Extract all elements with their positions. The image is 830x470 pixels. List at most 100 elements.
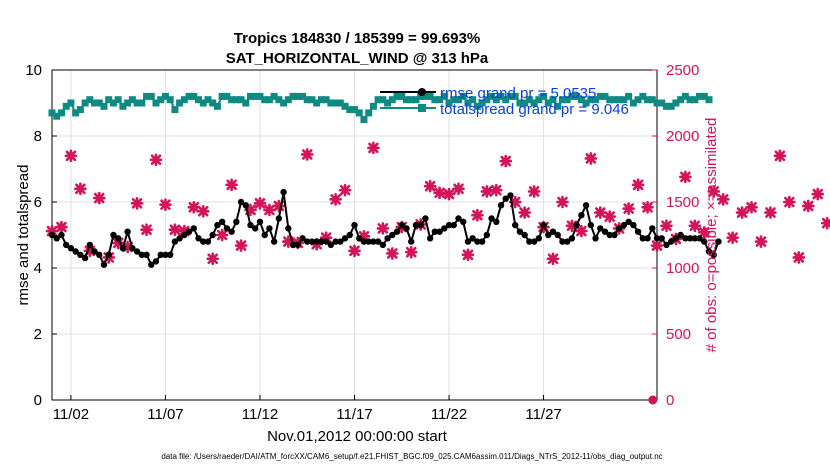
rmse-point <box>195 235 202 242</box>
totalspread-point <box>185 92 193 100</box>
obs-count-point <box>716 193 730 206</box>
totalspread-point <box>530 99 538 107</box>
rmse-point <box>464 238 472 245</box>
totalspread-point <box>76 106 84 114</box>
totalspread-point <box>299 92 307 100</box>
totalspread-point <box>365 109 373 117</box>
rmse-point <box>223 225 231 232</box>
totalspread-point <box>696 92 704 100</box>
totalspread-point <box>275 96 283 104</box>
totalspread-point <box>402 96 410 104</box>
obs-count-point <box>64 149 78 163</box>
obs-count-point <box>499 154 513 168</box>
obs-count-point <box>329 193 342 206</box>
obs-count-point <box>783 195 796 209</box>
obs-count-point <box>820 216 830 230</box>
rmse-point <box>653 235 661 242</box>
obs-count-point <box>121 240 134 254</box>
y-tick-label-left: 10 <box>25 62 42 79</box>
totalspread-point <box>232 96 240 104</box>
totalspread-point <box>596 92 604 100</box>
obs-count-point <box>631 178 645 192</box>
totalspread-point <box>166 96 174 104</box>
rmse-point <box>185 228 193 235</box>
rmse-point <box>119 245 127 252</box>
rmse-point <box>327 241 335 249</box>
rmse-point <box>701 238 708 245</box>
obs-count-point <box>480 185 494 198</box>
totalspread-point <box>478 99 486 107</box>
rmse-point <box>639 235 647 242</box>
obs-count-point <box>253 197 267 210</box>
rmse-point <box>100 261 108 268</box>
totalspread-point <box>521 99 529 107</box>
obs-count-point <box>650 239 664 252</box>
totalspread-point <box>469 96 477 104</box>
y-tick-label-left: 2 <box>34 326 42 343</box>
totalspread-point <box>270 92 278 100</box>
rmse-point <box>436 228 443 235</box>
rmse-point <box>625 218 632 225</box>
obs-count-point <box>215 228 229 242</box>
totalspread-point <box>473 102 481 110</box>
totalspread-point <box>317 96 325 104</box>
totalspread-point <box>398 92 406 100</box>
rmse-point <box>341 235 349 242</box>
obs-count-point <box>196 204 210 218</box>
rmse-point <box>190 225 197 232</box>
rmse-point <box>597 225 604 232</box>
rmse-point <box>393 228 401 235</box>
series-totalspread <box>48 92 713 123</box>
rmse-point <box>356 235 363 242</box>
totalspread-point <box>653 99 661 107</box>
rmse-point <box>138 251 146 258</box>
rmse-point <box>228 228 235 235</box>
totalspread-point <box>119 102 127 110</box>
rmse-point <box>540 221 547 229</box>
totalspread-point <box>445 99 453 107</box>
totalspread-point <box>284 96 292 104</box>
obs-count-point <box>546 252 560 266</box>
totalspread-point <box>417 92 425 100</box>
totalspread-point <box>308 96 316 104</box>
obs-count-point <box>792 251 806 264</box>
rmse-point <box>247 221 254 229</box>
rmse-point <box>573 221 580 229</box>
totalspread-point <box>662 102 670 110</box>
rmse-point <box>441 225 448 232</box>
totalspread-point <box>577 96 585 104</box>
totalspread-point <box>336 99 344 107</box>
rmse-point <box>497 202 505 209</box>
totalspread-point <box>143 92 151 100</box>
rmse-point <box>322 238 330 245</box>
totalspread-point <box>128 96 136 104</box>
obs-count-point <box>688 219 702 233</box>
totalspread-point <box>57 109 65 117</box>
rmse-point <box>152 258 160 265</box>
totalspread-point <box>237 96 245 104</box>
obs-count-point <box>130 197 144 210</box>
totalspread-point <box>62 102 70 110</box>
obs-count-point <box>764 206 777 219</box>
totalspread-point <box>497 92 505 100</box>
obs-count-point <box>508 195 522 209</box>
obs-count-point <box>773 149 787 163</box>
totalspread-point <box>105 96 113 104</box>
totalspread-point <box>261 96 269 104</box>
totalspread-point <box>610 96 618 104</box>
rmse-point <box>266 225 273 232</box>
totalspread-point <box>322 96 330 104</box>
rmse-point <box>280 188 287 196</box>
totalspread-point <box>72 109 80 117</box>
totalspread-point <box>213 102 221 110</box>
obs-count-point <box>74 182 87 196</box>
rmse-point <box>81 254 89 262</box>
totalspread-point <box>436 96 444 104</box>
rmse-point <box>686 235 694 242</box>
obs-count-point <box>45 224 59 238</box>
rmse-point <box>96 251 103 258</box>
totalspread-point <box>648 96 656 104</box>
x-tick-label: 11/27 <box>525 406 561 423</box>
totalspread-point <box>601 92 609 100</box>
totalspread-point <box>204 96 212 104</box>
